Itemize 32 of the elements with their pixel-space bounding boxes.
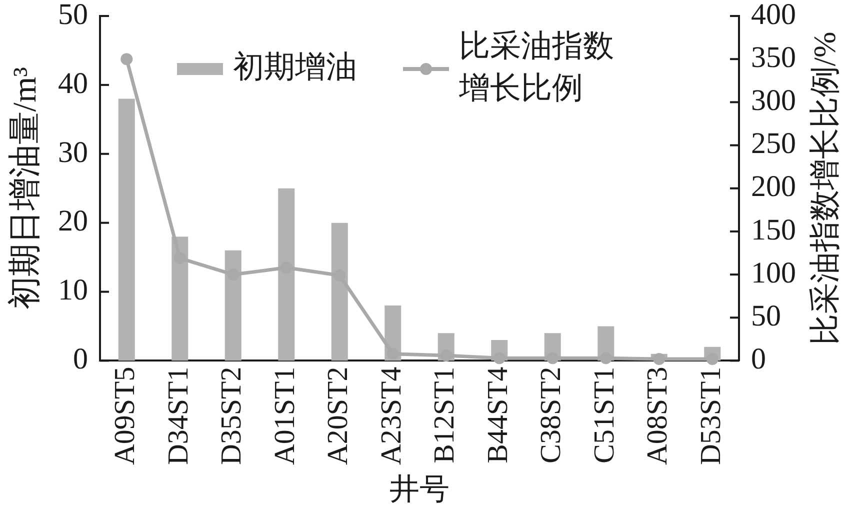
y-axis-title: 初期日增油量/m³ xyxy=(8,66,44,310)
y2-tick-label: 100 xyxy=(751,256,796,290)
x-tick-label: A01ST1 xyxy=(268,366,301,466)
x-tick-label: A20ST2 xyxy=(322,366,354,466)
y2-axis-title: 比采油指数增长比例/% xyxy=(807,32,842,346)
y2-tick-label: 400 xyxy=(751,0,796,31)
y-tick-label: 40 xyxy=(58,66,88,100)
y2-tick-label: 250 xyxy=(751,127,796,160)
y-tick-label: 0 xyxy=(73,342,88,376)
y-tick-label: 30 xyxy=(58,136,88,169)
x-tick-label: A23ST4 xyxy=(375,366,408,466)
x-tick-label: C51ST1 xyxy=(588,366,620,464)
y-tick-label: 20 xyxy=(58,204,88,238)
y2-tick-label: 200 xyxy=(751,170,796,204)
y-tick-label: 50 xyxy=(58,0,88,31)
x-tick-label: B44ST4 xyxy=(482,366,514,464)
x-tick-label: A09ST5 xyxy=(109,366,142,466)
legend-label: 初期增油 xyxy=(233,49,357,84)
y2-tick-label: 350 xyxy=(751,40,796,74)
x-tick-label: C38ST2 xyxy=(535,366,568,464)
x-tick-label: A08ST3 xyxy=(642,366,674,466)
x-tick-label: D53ST1 xyxy=(694,366,727,466)
legend-label: 比采油指数增长比例 xyxy=(458,28,614,106)
y-tick-label: 10 xyxy=(58,274,88,307)
x-tick-label: D35ST2 xyxy=(216,366,248,466)
x-tick-label: D34ST1 xyxy=(162,366,194,466)
y2-tick-label: 50 xyxy=(751,300,781,332)
y2-tick-label: 300 xyxy=(751,84,796,118)
y2-tick-label: 0 xyxy=(751,342,766,376)
x-axis-title: 井号 xyxy=(390,472,450,506)
x-tick-label: B12ST1 xyxy=(428,366,461,464)
y2-tick-label: 150 xyxy=(751,213,796,246)
